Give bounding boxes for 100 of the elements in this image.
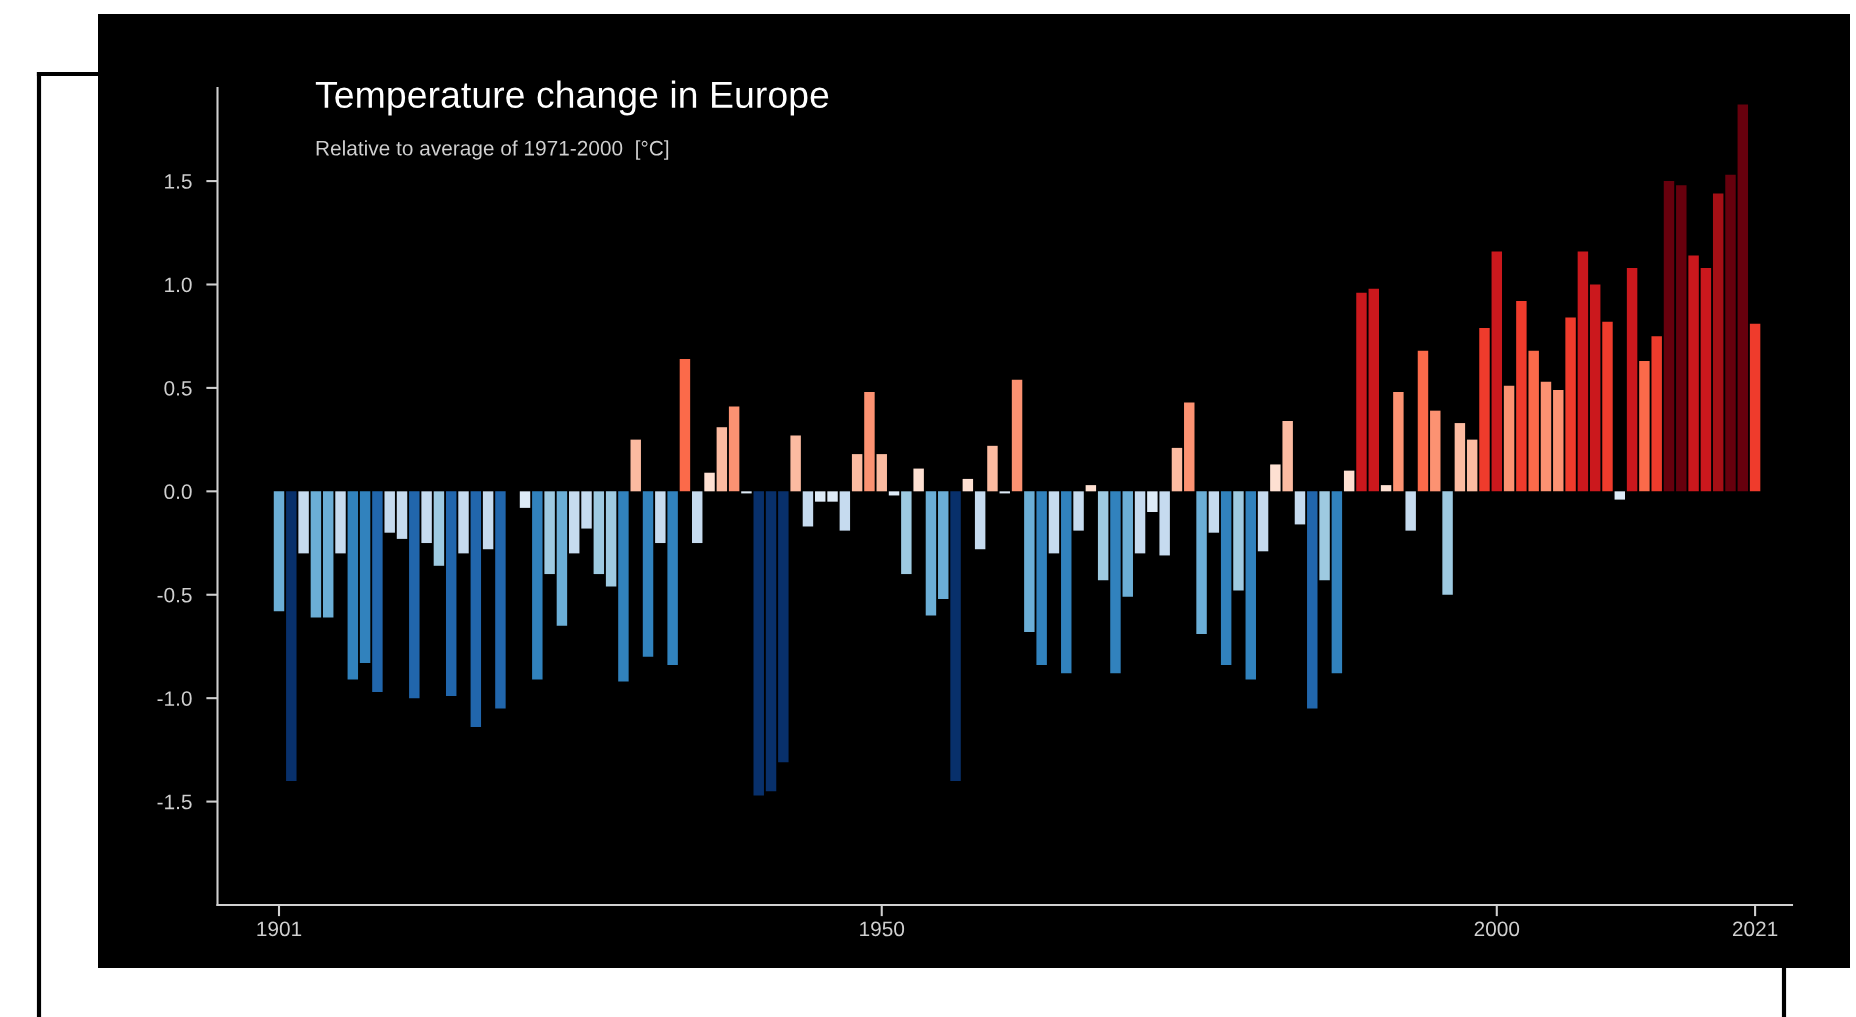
bar <box>1122 491 1133 597</box>
bar <box>1405 491 1416 531</box>
y-tick-label: 0.5 <box>164 380 192 396</box>
bar <box>1048 491 1060 554</box>
x-tick-label: 2000 <box>1474 921 1520 937</box>
bar <box>925 491 937 616</box>
bar <box>322 491 334 618</box>
bar <box>1233 491 1244 591</box>
bar <box>372 491 383 692</box>
bar <box>593 491 605 575</box>
bar <box>1491 251 1503 492</box>
bar <box>1712 193 1724 492</box>
bar <box>1516 301 1527 492</box>
bar <box>1565 317 1576 492</box>
bar <box>1343 470 1355 492</box>
bar <box>470 491 482 728</box>
bar <box>1368 288 1379 492</box>
bar <box>421 491 432 544</box>
text: Relative to average of 1971-2000 [°C] <box>316 140 669 160</box>
bar <box>532 491 543 680</box>
bar <box>1196 491 1207 635</box>
bar <box>1073 491 1084 531</box>
bar <box>1614 491 1626 500</box>
bar <box>1737 104 1749 492</box>
bar <box>655 491 666 544</box>
bar <box>851 454 863 492</box>
bar <box>495 491 506 709</box>
bar <box>1540 381 1552 492</box>
x-tick-label: 1901 <box>257 921 302 937</box>
bar <box>938 491 949 599</box>
bar <box>605 491 617 587</box>
bar <box>409 491 420 699</box>
bar <box>1676 185 1687 492</box>
bar <box>1651 336 1662 492</box>
bar <box>384 491 395 533</box>
bar <box>1085 485 1097 492</box>
bar <box>458 491 469 554</box>
bar <box>1245 491 1256 680</box>
bar <box>1479 327 1490 492</box>
bar <box>1220 491 1232 666</box>
bar <box>359 491 371 663</box>
bar <box>1626 267 1638 492</box>
bar <box>716 427 728 492</box>
y-tick-label: 1.0 <box>165 277 192 293</box>
bar <box>815 491 826 502</box>
bar <box>1159 491 1170 556</box>
bar <box>556 491 568 626</box>
bar <box>704 472 715 492</box>
bar <box>901 491 912 575</box>
bar <box>445 491 457 697</box>
bar <box>433 491 445 566</box>
x-tick-label: 1950 <box>860 921 905 937</box>
bar <box>568 491 580 554</box>
bar <box>482 491 494 550</box>
bar <box>544 491 555 575</box>
y-tick-label: -0.5 <box>157 587 192 603</box>
bar <box>1011 379 1023 492</box>
bar <box>1466 439 1478 492</box>
y-tick-label: -1.0 <box>157 691 192 706</box>
bar <box>1110 491 1121 674</box>
bar <box>1553 389 1564 492</box>
bar <box>1184 402 1195 492</box>
bar <box>790 435 801 492</box>
bar <box>1147 491 1158 513</box>
bar <box>1749 323 1761 492</box>
bar <box>273 491 285 612</box>
bar <box>1097 491 1109 581</box>
bar <box>913 468 924 492</box>
bar <box>888 491 900 496</box>
bar <box>347 491 359 680</box>
bar <box>692 491 703 544</box>
bar <box>1307 491 1318 709</box>
bar <box>630 439 641 492</box>
bar <box>1442 491 1453 595</box>
bar <box>1061 491 1072 674</box>
bar <box>1257 491 1269 552</box>
bar <box>1503 385 1515 492</box>
bar <box>999 491 1010 494</box>
bar <box>753 491 764 796</box>
bar <box>741 491 752 494</box>
bar <box>1528 350 1539 492</box>
y-tick-label: -1.5 <box>157 794 192 810</box>
y-tick-label: 1.5 <box>165 174 192 189</box>
bar <box>396 491 408 539</box>
bar <box>1380 485 1392 492</box>
bar <box>1331 491 1343 674</box>
bar <box>987 445 998 492</box>
bar <box>1036 491 1047 666</box>
bar <box>1454 423 1466 492</box>
bar <box>778 491 789 763</box>
bar <box>1725 174 1736 492</box>
x-tick-label: 2021 <box>1732 921 1778 937</box>
bar <box>1688 255 1699 492</box>
bar <box>335 491 346 554</box>
bar <box>876 454 887 492</box>
bar <box>298 491 309 554</box>
bar <box>974 491 986 550</box>
bar <box>1356 292 1367 492</box>
bar <box>1577 251 1589 492</box>
bar <box>1602 321 1613 492</box>
